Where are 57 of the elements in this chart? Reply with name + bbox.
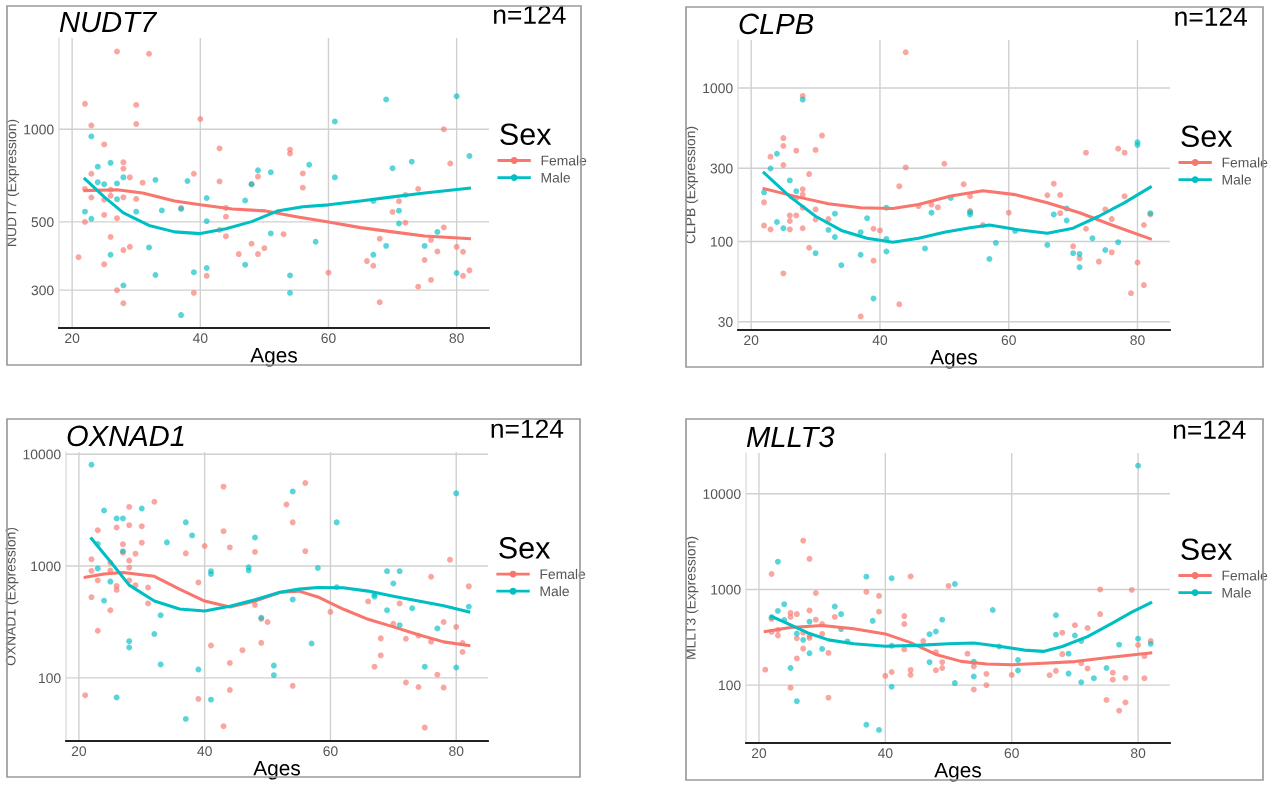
y-tick-label: 10000 [23,449,61,460]
text: n=124 [1173,420,1246,439]
legend-label: Male [541,172,571,183]
y-axis-title: OXNAD1 (Expression) [5,527,19,666]
legend-label: Female [540,568,586,580]
y-tick-label: 100 [39,673,61,684]
y-axis-title: MLLT3 (Expression) [685,536,699,659]
legend-label: Male [540,586,569,597]
legend-label: Male [1222,587,1251,598]
x-tick-label: 20 [65,333,80,344]
y-axis-title: CLPB (Expression) [685,126,699,244]
chart-title: NUDT7 [59,11,158,33]
x-tick-label: 60 [323,746,338,757]
chart-title: OXNAD1 [67,425,184,447]
x-tick-label: 60 [321,333,336,344]
x-tick-label: 40 [877,748,893,759]
x-tick-label: 40 [872,335,888,346]
x-axis-title: Ages [930,349,977,369]
x-axis-title: Ages [253,760,300,780]
x-tick-label: 80 [1130,748,1146,759]
y-tick-label: 500 [31,217,54,228]
legend-title: Sex [499,537,551,559]
y-tick-label: 1000 [24,124,54,135]
x-tick-label: 60 [1004,748,1019,759]
y-tick-label: 10000 [703,489,741,499]
y-tick-label: 1000 [711,584,741,595]
x-tick-label: 80 [449,333,464,344]
y-tick-label: 30 [718,317,733,327]
x-tick-label: 20 [744,335,759,346]
text: n=124 [1175,7,1247,26]
x-tick-label: 60 [1001,335,1016,346]
chart-title: MLLT3 [746,426,835,448]
text: n=124 [491,419,564,438]
legend-label: Female [541,155,587,166]
legend-title: Sex [1181,538,1233,561]
y-tick-label: 1000 [703,83,733,94]
x-axis-title: Ages [250,347,297,367]
y-tick-label: 100 [711,236,733,247]
legend-title: Sex [1181,125,1233,148]
x-tick-label: 40 [192,333,208,344]
x-axis-title: Ages [934,762,981,782]
x-tick-label: 20 [71,746,87,757]
chart-title: CLPB [739,13,814,35]
legend-label: Female [1222,157,1268,168]
legend-label: Male [1222,174,1252,185]
x-tick-label: 20 [751,748,767,759]
x-tick-label: 80 [1130,335,1145,346]
x-tick-label: 40 [197,746,212,757]
y-tick-label: 300 [31,285,54,296]
legend-label: Female [1222,570,1268,581]
legend-title: Sex [500,123,552,146]
x-tick-label: 80 [449,746,464,757]
text: n=124 [494,5,566,24]
y-tick-label: 100 [719,680,741,691]
y-tick-label: 300 [710,163,733,174]
y-tick-label: 1000 [31,561,61,572]
y-axis-title: NUDT7 (Expression) [6,119,20,246]
